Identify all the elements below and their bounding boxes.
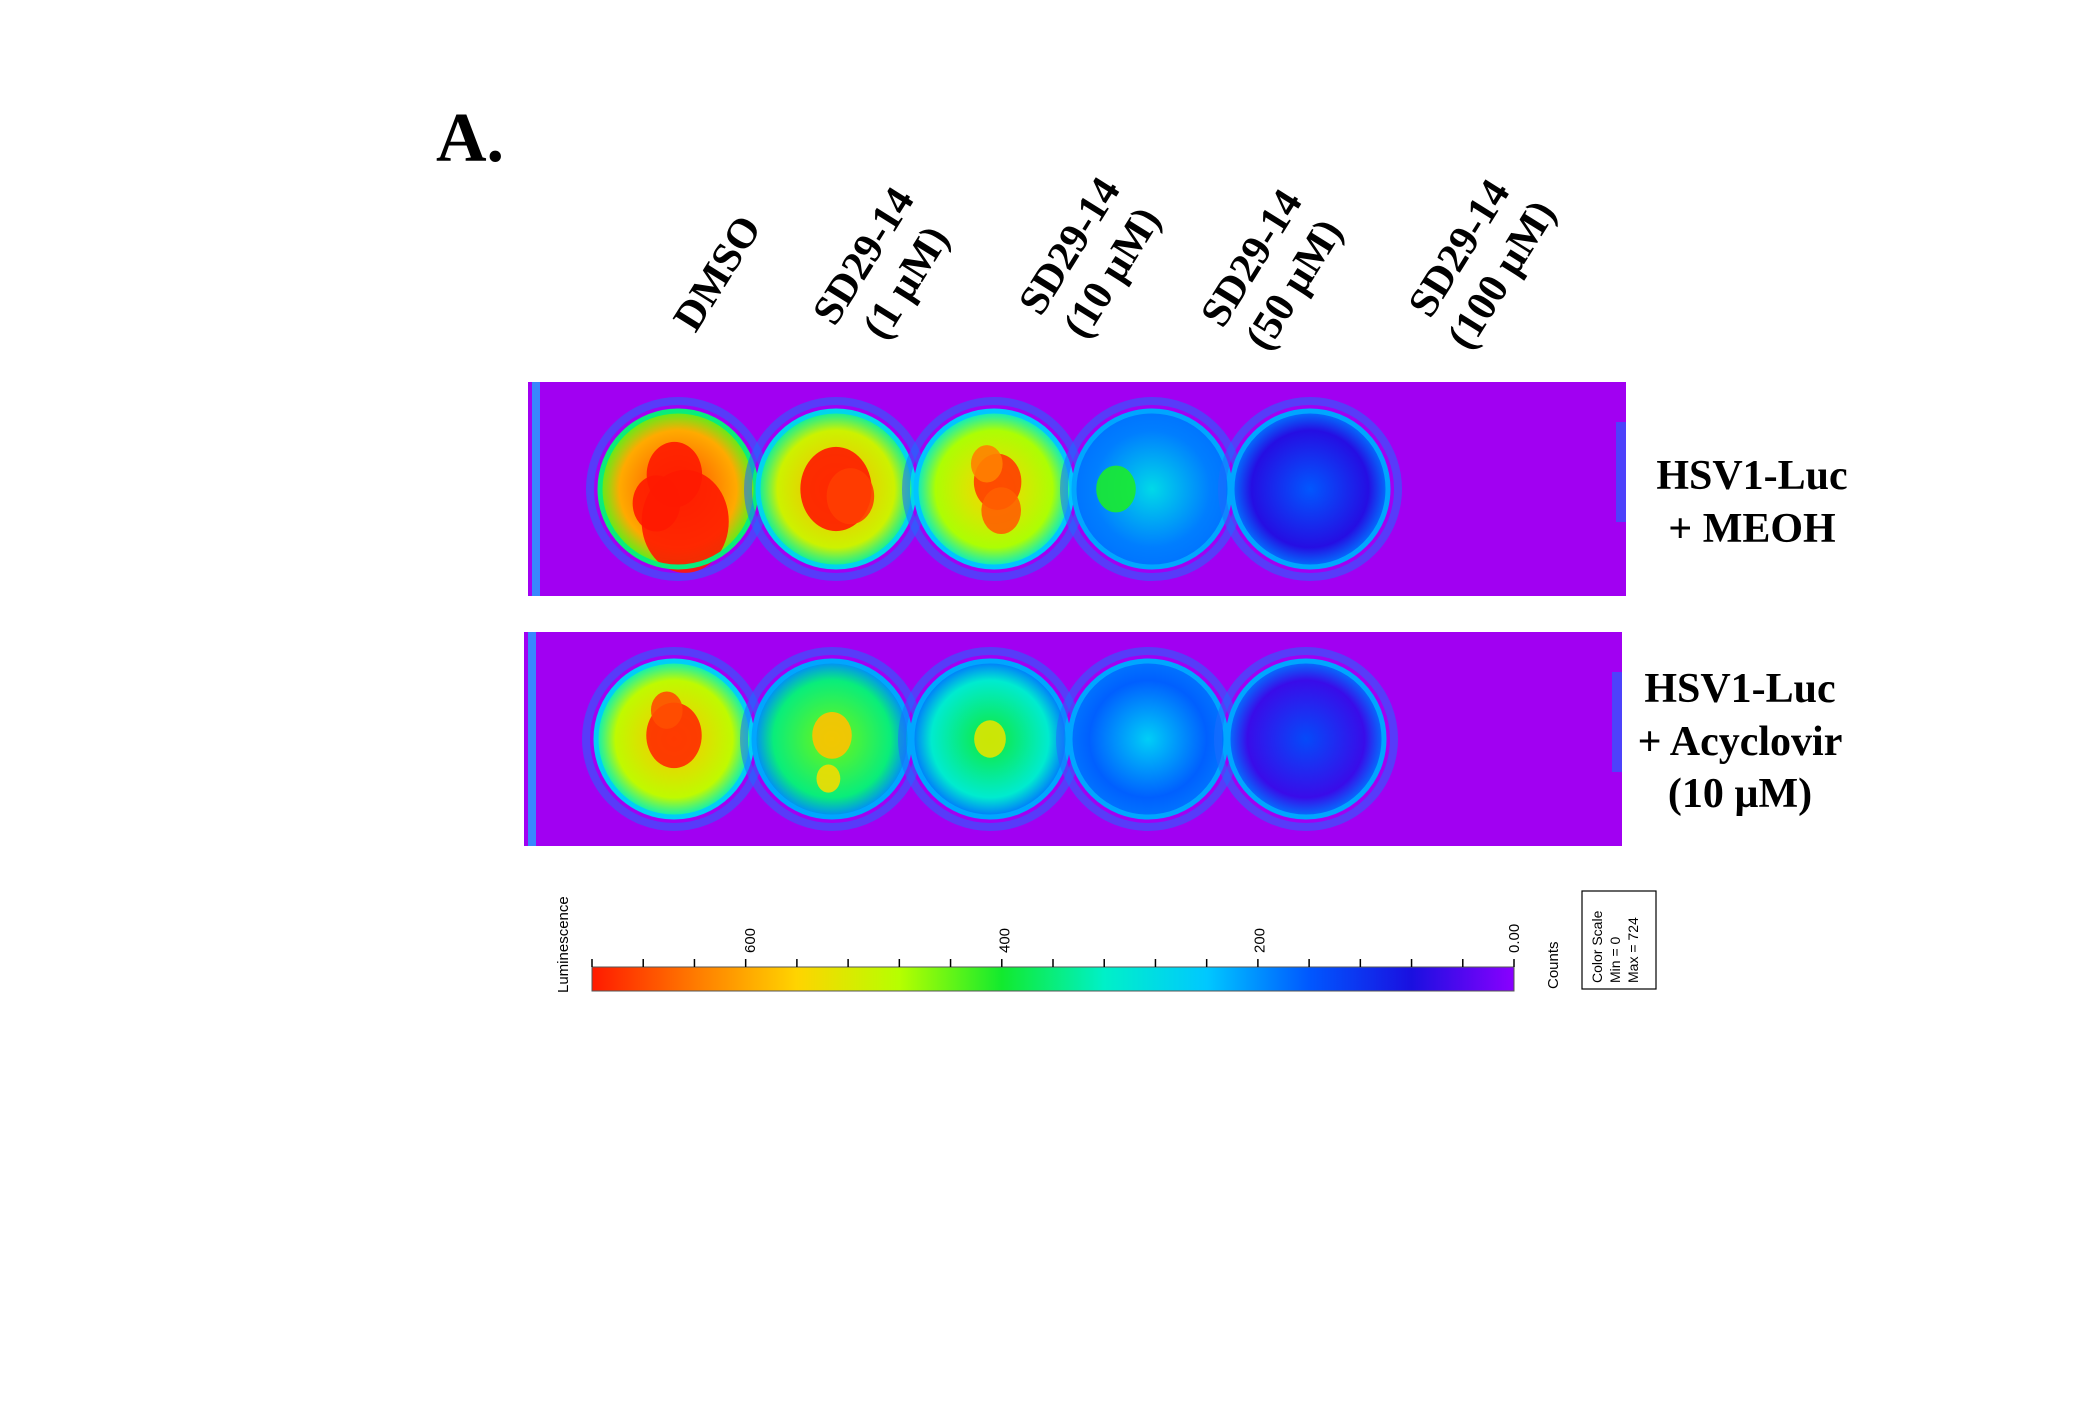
plate-row-acyclovir <box>524 632 1622 846</box>
color-scale-ticks <box>591 959 1515 967</box>
color-scale-info-box <box>1581 890 1657 990</box>
well <box>1232 411 1388 567</box>
column-label-50um: SD29-14 (50 µM) <box>1191 181 1357 363</box>
well-border <box>1225 658 1387 820</box>
well-hotspot <box>974 720 1006 758</box>
well-hotspot <box>816 764 841 793</box>
color-scale-box-title: Color Scale <box>1589 910 1605 983</box>
column-label-line1: DMSO <box>664 207 771 340</box>
color-scale-box-max: Max = 724 <box>1625 917 1641 983</box>
row-label-line1: HSV1-Luc <box>1644 666 1836 712</box>
well <box>1074 411 1230 567</box>
plate-row-meoh <box>528 382 1626 596</box>
row-label-meoh: HSV1-Luc + MEOH <box>1622 450 1882 555</box>
plate-edge <box>532 382 540 596</box>
scale-tick-label: 400 <box>997 928 1014 953</box>
column-label-100um: SD29-14 (100 µM) <box>1395 165 1568 359</box>
well-hotspot <box>1096 465 1136 513</box>
scale-tick-label: 600 <box>742 928 759 953</box>
well-hotspot <box>812 712 852 759</box>
column-label-1um: SD29-14 (1 µM) <box>803 179 969 361</box>
plate-edge <box>1616 422 1626 522</box>
well-hotspot <box>981 487 1021 534</box>
color-scale-unit-label: Counts <box>1545 941 1562 989</box>
well-hotspot <box>650 691 683 729</box>
scale-tick-label: 0.00 <box>1506 924 1523 953</box>
plate-edge <box>1612 672 1622 772</box>
color-scale-svg: Luminescence 600 400 200 0.00 Counts Color … <box>555 890 1657 993</box>
panel-label: A. <box>436 100 505 177</box>
color-scale-bar <box>591 966 1515 992</box>
plate-edge <box>528 632 536 846</box>
well-hotspot <box>826 468 875 525</box>
color-scale-axis-label: Luminescence <box>555 896 572 993</box>
well <box>1070 661 1226 817</box>
row-label-line2: + MEOH <box>1668 505 1836 552</box>
row-label-acyclovir: HSV1-Luc + Acyclovir (10 µM) <box>1610 663 1870 821</box>
row-label-line3: (10 µM) <box>1667 771 1813 817</box>
well-hotspot <box>632 475 681 532</box>
well-hotspot <box>970 445 1003 483</box>
color-scale-box-min: Min = 0 <box>1607 936 1623 983</box>
scale-tick-label: 200 <box>1251 928 1268 953</box>
column-label-dmso: DMSO <box>663 207 773 341</box>
color-scale: Luminescence 600 400 200 0.00 Counts Color … <box>540 875 1670 1015</box>
column-label-10um: SD29-14 (10 µM) <box>1009 169 1175 351</box>
row-label-line2: + Acyclovir <box>1637 718 1843 765</box>
well <box>1228 661 1384 817</box>
color-scale-tick-labels: 600 400 200 0.00 <box>742 924 1523 953</box>
row-label-line1: HSV1-Luc <box>1656 453 1848 499</box>
well-rim <box>1214 647 1398 831</box>
well-border <box>1229 408 1391 570</box>
well-rim <box>1218 397 1402 581</box>
